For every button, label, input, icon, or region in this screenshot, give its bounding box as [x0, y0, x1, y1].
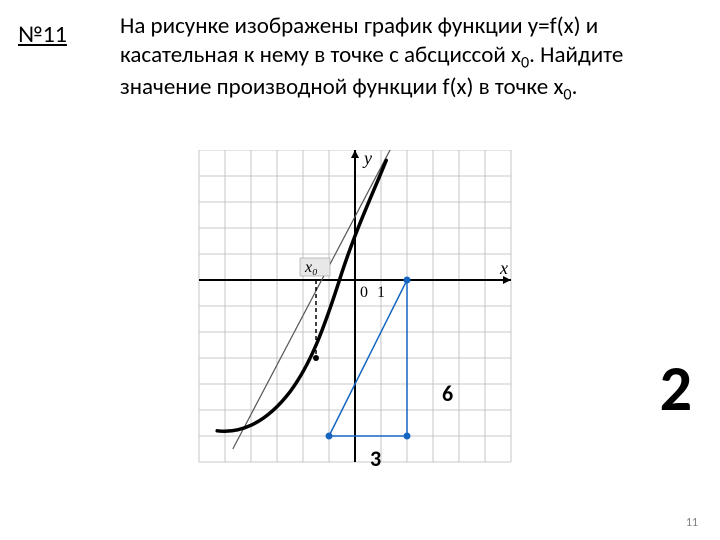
subscript-1: 0: [521, 53, 529, 72]
problem-text-part3: .: [572, 73, 578, 101]
tangent-line: [233, 150, 418, 449]
tangent-point: [313, 355, 319, 361]
subscript-2: 0: [563, 86, 571, 105]
page-number: 11: [686, 516, 698, 530]
problem-number: №11: [18, 20, 67, 49]
run-annotation: 3: [370, 445, 381, 472]
x0-label: x₀: [304, 259, 318, 276]
chart-svg: y x 0 1 x₀: [190, 150, 520, 480]
answer-value: 2: [660, 350, 692, 428]
problem-statement: На рисунке изображены график функции y=f…: [120, 12, 690, 106]
one-label: 1: [377, 284, 385, 301]
function-chart: y x 0 1 x₀: [190, 150, 520, 480]
x-axis-label: x: [499, 258, 508, 278]
origin-label: 0: [360, 284, 368, 301]
y-axis-label: y: [362, 150, 372, 168]
rise-annotation: 6: [442, 380, 453, 407]
